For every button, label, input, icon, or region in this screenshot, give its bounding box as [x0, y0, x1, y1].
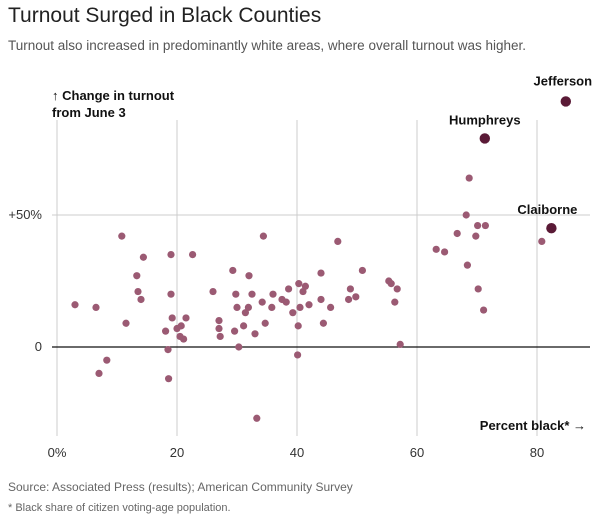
data-point	[396, 340, 404, 348]
data-point	[168, 314, 176, 322]
x-tick-label: 60	[410, 445, 424, 460]
data-point	[167, 251, 175, 259]
data-point	[209, 287, 217, 296]
data-point	[345, 295, 353, 304]
data-point	[233, 303, 241, 311]
data-point	[346, 285, 354, 293]
data-point	[235, 343, 243, 351]
data-point	[92, 303, 100, 311]
data-point	[177, 322, 185, 330]
y-tick-label: +50%	[8, 207, 42, 222]
data-point	[182, 314, 190, 322]
data-point	[481, 221, 489, 230]
chart-subtitle: Turnout also increased in predominantly …	[8, 38, 527, 53]
data-point	[180, 335, 188, 343]
data-point	[474, 221, 482, 230]
data-point	[215, 317, 223, 325]
data-point	[319, 319, 327, 327]
data-point	[259, 232, 267, 240]
data-point	[285, 285, 293, 293]
data-point	[133, 272, 141, 280]
data-point	[391, 298, 399, 306]
data-point	[268, 303, 276, 311]
data-point	[216, 332, 224, 341]
chart-title: Turnout Surged in Black Counties	[8, 4, 322, 27]
data-point	[241, 309, 249, 317]
data-point	[137, 295, 145, 304]
data-point	[71, 301, 79, 309]
data-point	[245, 272, 253, 280]
data-point	[261, 319, 269, 327]
data-point	[294, 322, 302, 330]
data-point	[294, 351, 302, 359]
county-label: Humphreys	[449, 112, 521, 127]
county-label: Claiborne	[517, 202, 577, 217]
data-point	[162, 327, 170, 335]
data-point	[95, 369, 103, 377]
data-point	[103, 356, 111, 364]
data-point	[244, 303, 252, 311]
data-point	[253, 414, 261, 422]
grid-lines	[52, 120, 590, 436]
data-point	[317, 295, 325, 304]
data-point	[231, 327, 239, 335]
data-point	[139, 253, 147, 261]
data-point	[248, 290, 256, 298]
data-point	[352, 293, 360, 301]
data-point	[269, 290, 277, 298]
data-point	[282, 298, 290, 306]
data-point	[317, 269, 325, 277]
highlighted-point	[479, 133, 490, 144]
data-point	[258, 298, 266, 306]
data-point	[167, 290, 175, 298]
data-point	[289, 309, 297, 317]
data-point	[295, 280, 303, 288]
county-label: Jefferson	[534, 73, 593, 88]
chart-labels: 0% 20 40 60 80 0 +50% Jefferson Humphreys Claibor…	[8, 73, 592, 460]
source-note: Source: Associated Press (results); Amer…	[8, 480, 353, 494]
data-point	[327, 303, 335, 311]
y-axis-label: from June 3	[52, 105, 126, 120]
data-point	[441, 248, 449, 256]
highlighted-point	[546, 223, 557, 234]
y-tick-label: 0	[35, 339, 42, 354]
data-point	[251, 330, 259, 338]
x-tick-label: 0%	[48, 445, 67, 460]
data-point	[301, 282, 309, 290]
x-axis-label: Percent black* →	[480, 418, 586, 433]
data-point	[387, 280, 395, 288]
data-point	[453, 229, 461, 238]
data-point	[465, 174, 473, 182]
data-point	[393, 285, 401, 293]
data-point	[305, 301, 313, 309]
data-point	[474, 285, 482, 293]
data-point	[472, 232, 480, 240]
x-tick-label: 20	[170, 445, 184, 460]
footnote: * Black share of citizen voting-age popu…	[8, 502, 231, 514]
data-point	[358, 266, 366, 275]
data-point	[462, 211, 470, 219]
data-point	[118, 232, 126, 240]
data-point	[164, 346, 172, 354]
data-point	[232, 290, 240, 298]
data-point	[229, 266, 237, 275]
data-point	[296, 303, 304, 311]
data-point	[122, 319, 130, 327]
data-points	[71, 96, 571, 422]
data-point	[334, 237, 342, 245]
data-point	[215, 324, 223, 333]
data-point	[480, 306, 488, 314]
x-tick-label: 40	[290, 445, 304, 460]
data-point	[538, 237, 546, 245]
x-tick-label: 80	[530, 445, 544, 460]
data-point	[134, 287, 142, 296]
y-axis-label: ↑ Change in turnout	[52, 88, 175, 103]
data-point	[463, 261, 471, 269]
data-point	[240, 322, 248, 330]
highlighted-point	[560, 96, 571, 107]
data-point	[432, 245, 440, 253]
data-point	[189, 251, 197, 259]
data-point	[165, 375, 173, 383]
